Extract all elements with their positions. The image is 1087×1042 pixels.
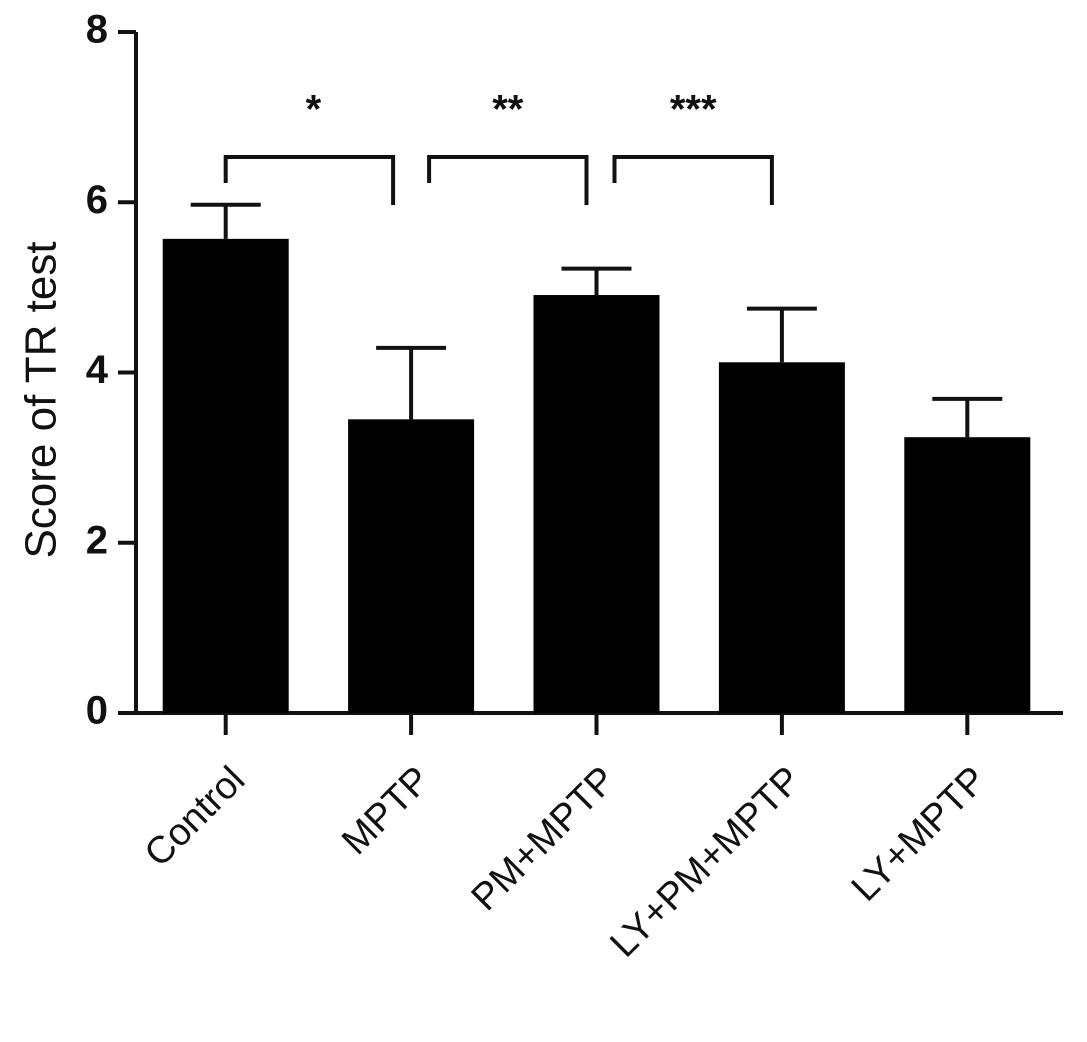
x-tick-label: LY+PM+MPTP [602,759,809,966]
bar [718,362,845,713]
bar [348,419,475,713]
y-axis-label: Score of TR test [17,241,66,558]
bar [533,295,660,713]
significance-label: ** [492,88,524,132]
bar [162,238,289,713]
y-tick-label: 4 [86,348,109,392]
significance-label: *** [670,88,717,132]
bar [904,437,1031,713]
significance-bracket [612,155,774,205]
significance-bracket [223,155,396,205]
y-tick-label: 6 [86,178,108,222]
y-tick-label: 0 [86,689,108,733]
y-tick-label: 8 [86,8,108,52]
x-tick-label: LY+MPTP [844,759,995,910]
y-tick-label: 2 [86,518,108,562]
significance-label: * [306,88,322,132]
x-tick-label: Control [137,759,253,875]
x-tick-label: PM+MPTP [464,759,624,919]
x-tick-label: MPTP [334,759,438,863]
significance-bracket [427,155,589,205]
